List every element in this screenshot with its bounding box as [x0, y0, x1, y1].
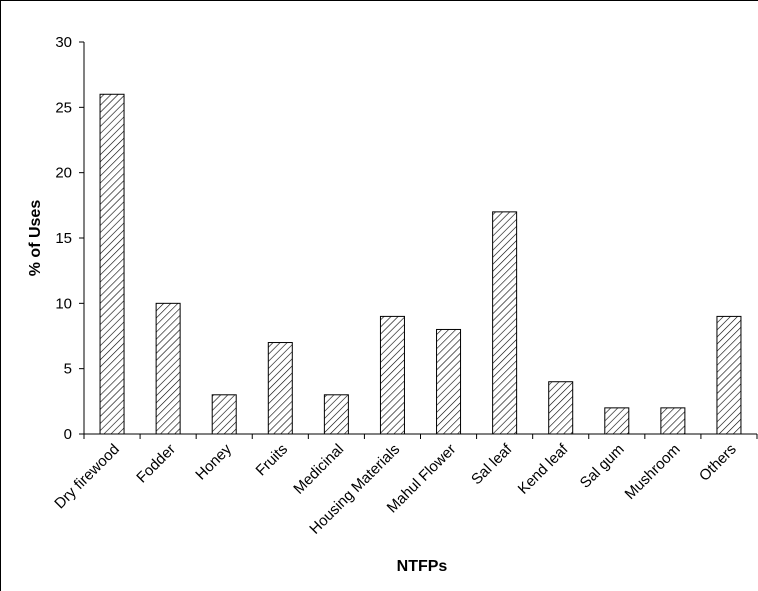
- axes-group: [83, 42, 758, 439]
- x-category-label: Sal gum: [577, 441, 628, 492]
- bar: [716, 315, 742, 435]
- y-tick-label: 5: [64, 361, 72, 378]
- bars-group: [99, 93, 742, 435]
- bar: [548, 381, 574, 435]
- x-category-label: Sal leaf: [468, 440, 516, 488]
- x-axis-title: NTFPs: [397, 558, 448, 575]
- x-category-label: Others: [696, 441, 740, 485]
- bar: [604, 407, 630, 435]
- y-axis-title: % of Uses: [27, 200, 44, 277]
- y-tick-label: 25: [55, 99, 72, 116]
- y-tick-label: 10: [55, 295, 72, 312]
- x-labels-group: Dry firewood Fodder Honey Fruits MedicinalHo…: [51, 440, 739, 538]
- y-tick-label: 0: [64, 426, 72, 443]
- x-category-label: Fruits: [253, 441, 292, 480]
- x-category-label: Honey: [192, 440, 235, 483]
- y-ticks-group: 0 5 10 15 20 25 30: [55, 34, 84, 443]
- bar: [211, 394, 237, 435]
- x-category-label: Dry firewood: [51, 441, 123, 513]
- bar: [267, 342, 293, 435]
- bar: [99, 93, 125, 435]
- y-tick-label: 30: [55, 34, 72, 51]
- x-category-label: Mushroom: [622, 441, 684, 503]
- x-category-label: Medicinal: [290, 441, 347, 498]
- bar: [436, 328, 462, 435]
- bar: [323, 394, 349, 435]
- bar: [155, 302, 181, 435]
- y-tick-label: 20: [55, 165, 72, 182]
- bar: [492, 211, 518, 435]
- bar: [379, 315, 405, 435]
- x-category-label: Kend leaf: [515, 440, 572, 497]
- y-tick-label: 15: [55, 230, 72, 247]
- bar: [660, 407, 686, 435]
- x-category-label: Fodder: [133, 441, 179, 487]
